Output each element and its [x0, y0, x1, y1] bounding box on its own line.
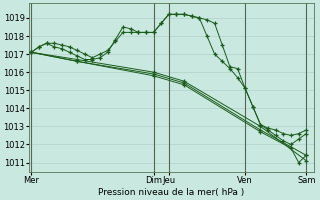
- X-axis label: Pression niveau de la mer( hPa ): Pression niveau de la mer( hPa ): [98, 188, 244, 197]
